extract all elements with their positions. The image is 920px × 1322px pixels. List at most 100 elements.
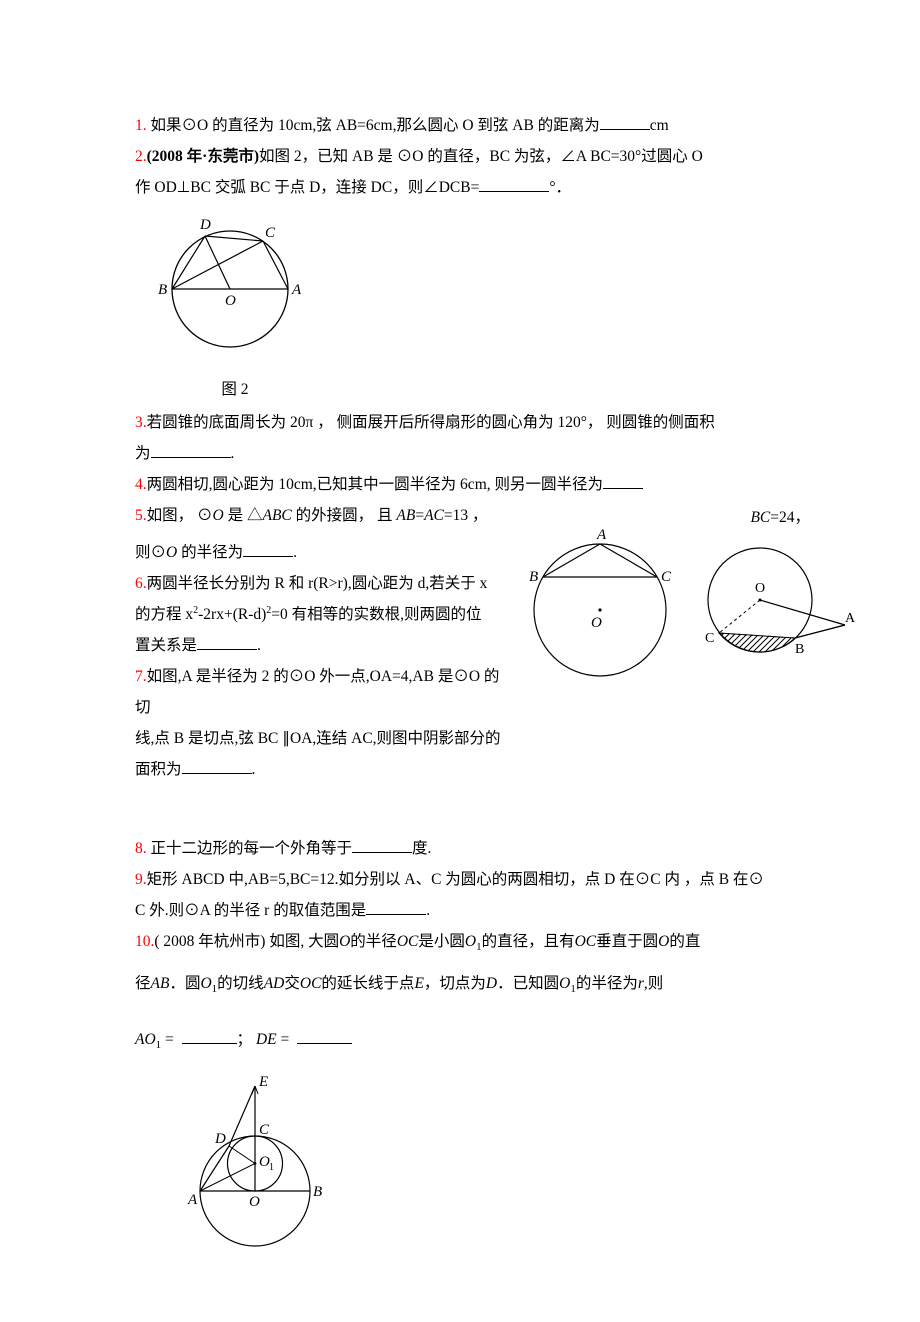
q10-eq: = [161,1031,174,1048]
q3-a: 若圆锥的底面周长为 20π ， 侧面展开后所得扇形的圆心角为 120°， 则圆锥… [147,414,715,431]
q3-tail: . [231,445,235,462]
fig2-B: B [158,282,167,298]
fig7-svg: O A B C [695,530,855,680]
q10-AO1: AO [135,1031,156,1048]
q10-o: ,则 [644,975,663,992]
q10-O2: O [658,933,669,950]
q10-k: 的延长线于点 [321,975,414,992]
q2-tail: °． [549,179,571,196]
fig7-A: A [845,611,855,626]
q7-line3: 面积为. [135,754,505,785]
q10-semi: ； [237,1031,253,1048]
fig10-B: B [313,1184,322,1200]
q2-b: 作 OD⊥BC 交弧 BC 于点 D，连接 DC，则∠DCB= [135,179,479,196]
q10-OC3: OC [300,975,322,992]
q6-num: 6. [135,575,147,592]
q4-blank [603,472,643,489]
q10-num: 10. [135,933,154,950]
q5-bcvar: BC [750,509,770,526]
q5-ab: AB [396,507,415,524]
q5-7-block: 5.如图， ⊙O 是 △ABC 的外接圆， 且 AB=AC=13 ， 则⊙O 的… [135,500,810,785]
q7-blank [182,757,252,774]
q1-num: 1. [135,117,147,134]
q6-a: 两圆半径长分别为 R 和 r(R>r),圆心距为 d,若关于 x [147,575,488,592]
q8-blank [352,836,412,853]
q10-AD: AD [264,975,285,992]
q6-d: =0 有相等的实数根,则两圆的位 [271,606,481,623]
q4-a: 两圆相切,圆心距为 10cm,已知其中一圆半径为 6cm, 则另一圆半径为 [147,476,603,493]
q2-line1: 2.(2008 年·东莞市)如图 2，已知 AB 是 ⊙O 的直径，BC 为弦，… [135,141,810,172]
q10-a: 如图, 大圆 [269,933,339,950]
q5-d: =13 ， [444,507,488,524]
q6-c: -2rx+(R-d) [198,606,266,623]
q10-f: 的直 [669,933,700,950]
q1-text: 如果⊙O 的直径为 10cm,弦 AB=6cm,那么圆心 O 到弦 AB 的距离… [151,117,600,134]
q6-e: 置关系是 [135,637,197,654]
fig5-B: B [529,569,538,585]
q10-OC2: OC [575,933,597,950]
q8-num: 8. [135,840,151,857]
q3-line1: 3.若圆锥的底面周长为 20π ， 侧面展开后所得扇形的圆心角为 120°， 则… [135,407,810,438]
q10-d: 的直径，且有 [482,933,575,950]
fig10-svg: E C D O1 A O B [145,1066,365,1251]
fig10-D: D [214,1131,226,1147]
q5-line2: 则⊙O 的半径为. [135,537,505,568]
figure-10: E C D O1 A O B [145,1066,810,1262]
fig5-A: A [596,527,607,543]
q10-O1: O [465,933,476,950]
q10-g: 径 [135,975,151,992]
q3-line2: 为. [135,438,810,469]
fig7-O: O [755,581,765,596]
q5-eq: = [415,507,424,524]
q3-num: 3. [135,414,147,431]
q10-O12: O [200,975,211,992]
q10-AB: AB [151,975,170,992]
fig2-O: O [225,293,236,309]
figure-2: D C B O A 图 2 [145,209,325,405]
q9-blank [366,898,426,915]
q10-eq2: = [277,1031,290,1048]
q5-ac: AC [424,507,444,524]
q4-num: 4. [135,476,147,493]
q3-blank [151,441,231,458]
q5-b: 是 △ [224,507,263,524]
fig2-svg: D C B O A [145,209,315,359]
q8-a: 正十二边形的每一个外角等于 [151,840,353,857]
q10-h: ．圆 [169,975,200,992]
q7-line1: 7.如图,A 是半径为 2 的⊙O 外一点,OA=4,AB 是⊙O 的切 [135,661,505,723]
q8-tail: 度. [412,840,431,857]
fig7-B: B [795,642,804,657]
q10-line2: 径AB．圆O1的切线AD交OC的延长线于点E，切点为D．已知圆O1的半径为r,则 [135,968,810,1000]
fig10-A: A [187,1192,198,1208]
fig5-C: C [661,569,672,585]
q6-b: 的方程 x [135,606,193,623]
fig10-O: O [249,1194,260,1210]
q1-blank [600,113,650,130]
q1-tail: cm [650,117,669,134]
q10-l: ，切点为 [424,975,486,992]
q7-num: 7. [135,668,147,685]
fig10-C: C [259,1122,270,1138]
q5-c: 的外接圆， 且 [292,507,397,524]
q7-a: 如图,A 是半径为 2 的⊙O 外一点,OA=4,AB 是⊙O 的切 [135,668,499,716]
q6-tail: . [257,637,261,654]
q5-a: 如图， ⊙ [147,507,213,524]
q10-D: D [486,975,497,992]
q2-blank [479,175,549,192]
q9-a: 矩形 ABCD 中,AB=5,BC=12.如分别以 A、C 为圆心的两圆相切，点… [147,871,764,888]
q10-O: O [339,933,350,950]
q5-line1: 5.如图， ⊙O 是 △ABC 的外接圆， 且 AB=AC=13 ， [135,500,505,531]
q5-o: O [213,507,224,524]
q5-f: 则⊙ [135,544,166,561]
q7-b: 线,点 B 是切点,弦 BC ∥OA,连结 AC,则图中阴影部分的 [135,730,501,747]
q7-tail: . [252,761,256,778]
q6-line2: 的方程 x2-2rx+(R-d)2=0 有相等的实数根,则两圆的位 [135,599,505,630]
q10-blank2 [297,1027,352,1044]
fig2-A: A [291,282,302,298]
q10-m: ．已知圆 [497,975,559,992]
q2-num: 2. [135,148,147,165]
fig10-O1sub: 1 [269,1162,274,1173]
fig2-C: C [265,225,276,241]
q9-line2: C 外.则⊙A 的半径 r 的取值范围是. [135,895,810,926]
q10-b: 的半径 [350,933,397,950]
